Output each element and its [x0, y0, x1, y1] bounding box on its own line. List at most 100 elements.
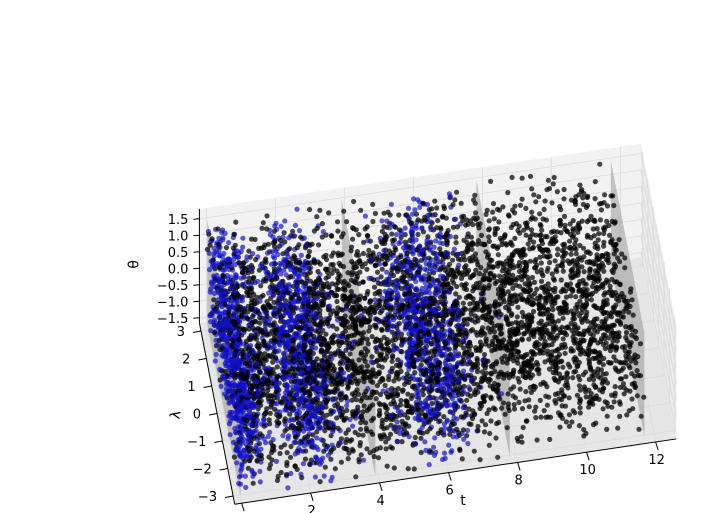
point-black	[467, 293, 473, 299]
point-black	[409, 392, 415, 398]
point-black	[594, 226, 600, 232]
point-black	[624, 302, 630, 308]
point-black	[576, 287, 582, 293]
point-black	[257, 400, 263, 406]
point-black	[573, 251, 579, 257]
point-black	[479, 369, 485, 375]
point-black	[344, 446, 350, 452]
point-black	[328, 408, 334, 414]
point-black	[330, 323, 336, 329]
point-black	[490, 201, 497, 207]
point-black	[523, 389, 529, 395]
point-black	[581, 433, 587, 439]
point-black	[515, 360, 521, 366]
point-black	[401, 426, 408, 432]
point-black	[529, 302, 535, 308]
point-black	[596, 256, 603, 262]
point-black	[466, 406, 472, 412]
point-black	[600, 281, 606, 287]
point-blue	[298, 400, 304, 406]
point-black	[419, 314, 425, 320]
point-blue	[295, 386, 301, 392]
point-black	[560, 315, 566, 321]
point-blue	[433, 292, 439, 298]
grid-line-theta	[199, 153, 677, 336]
point-black	[590, 377, 597, 383]
point-black	[520, 248, 526, 254]
point-blue	[237, 424, 243, 430]
point-black	[284, 450, 290, 456]
point-black	[475, 346, 481, 353]
point-black	[310, 399, 316, 405]
point-black	[294, 415, 301, 421]
point-black	[511, 210, 518, 216]
point-black	[561, 393, 568, 399]
point-black	[548, 333, 554, 339]
point-black	[590, 401, 596, 407]
point-black	[514, 297, 520, 303]
point-black	[383, 416, 389, 423]
point-black	[612, 246, 618, 252]
point-black	[512, 203, 518, 209]
point-black	[338, 436, 344, 442]
point-black	[460, 427, 466, 433]
point-black	[356, 459, 362, 465]
point-black	[604, 310, 610, 316]
point-black	[389, 386, 395, 392]
point-black	[314, 429, 320, 435]
point-black	[376, 370, 382, 377]
point-blue	[280, 433, 286, 439]
point-black	[400, 387, 406, 393]
point-black	[290, 355, 296, 361]
point-black	[461, 317, 467, 323]
point-black	[572, 198, 578, 204]
point-blue	[329, 474, 335, 480]
point-black	[558, 277, 564, 283]
point-black	[465, 391, 471, 397]
point-black	[564, 379, 570, 385]
point-black	[519, 254, 525, 260]
point-blue	[415, 415, 421, 421]
point-black	[530, 244, 537, 250]
point-black	[472, 192, 478, 198]
point-blue	[248, 422, 254, 428]
point-black	[251, 448, 257, 454]
point-black	[364, 368, 371, 374]
point-black	[434, 205, 440, 211]
point-black	[370, 431, 376, 437]
point-black	[359, 395, 365, 402]
point-black	[469, 361, 475, 367]
point-black	[323, 391, 329, 397]
point-black	[568, 293, 574, 299]
point-black	[441, 205, 447, 212]
point-black	[405, 391, 411, 397]
point-black	[613, 358, 619, 364]
point-blue	[261, 436, 267, 442]
point-black	[506, 276, 513, 283]
point-black	[545, 281, 551, 287]
point-black	[628, 358, 634, 364]
point-blue	[315, 415, 321, 421]
point-black	[633, 360, 639, 366]
point-black	[588, 320, 594, 326]
point-black	[415, 231, 421, 237]
point-black	[350, 448, 356, 454]
point-black	[364, 395, 370, 401]
point-black	[501, 234, 507, 241]
point-black	[595, 374, 601, 380]
point-black	[482, 422, 489, 428]
point-black	[615, 312, 621, 318]
point-blue	[438, 351, 444, 358]
point-black	[566, 395, 572, 401]
point-black	[557, 203, 563, 210]
point-black	[538, 232, 544, 238]
point-black	[510, 384, 517, 390]
point-blue	[435, 366, 441, 372]
point-black	[528, 357, 535, 363]
point-black	[443, 340, 449, 346]
point-black	[583, 394, 589, 400]
point-blue	[440, 377, 446, 383]
point-black	[515, 375, 521, 382]
point-black	[428, 379, 434, 385]
point-black	[577, 377, 583, 383]
